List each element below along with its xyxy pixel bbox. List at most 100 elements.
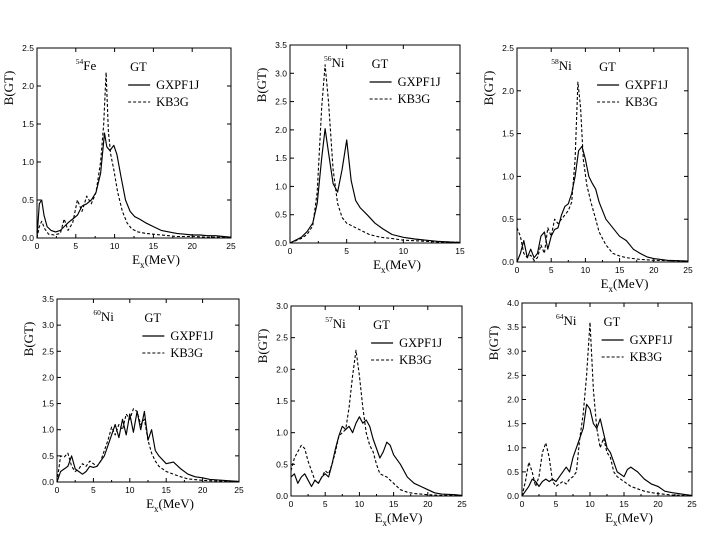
nucleus-mass: 64	[556, 312, 564, 321]
series-line-gxpf1j	[516, 145, 689, 263]
y-tick-label: 1.0	[276, 428, 288, 438]
y-tick-label: 1.5	[502, 129, 514, 139]
legend-entry: GXPF1J	[399, 336, 442, 350]
y-axis-label: B(GT)	[255, 329, 270, 364]
y-tick-label: 1.5	[507, 419, 519, 429]
panel-fe54: 0 5 10 15 20 25 0.0 0.5 1.0 1.5 2.0 2.5 B(GT) Ex(MeV)…	[1, 43, 236, 270]
transition-label: GT	[599, 60, 616, 74]
y-tick-label: 3.5	[275, 40, 287, 50]
plot-frame	[56, 298, 240, 483]
x-tick-label: 0	[55, 485, 60, 495]
x-axis-label-unit: (MeV)	[145, 252, 180, 267]
series-line-gxpf1j	[289, 128, 461, 244]
series-line-kb3g	[521, 321, 693, 497]
nucleus-mass: 54	[76, 57, 84, 66]
y-tick-label: 3.0	[42, 320, 54, 330]
x-tick-label: 5	[549, 265, 554, 275]
y-tick-label: 0.0	[275, 238, 287, 248]
y-tick-label: 0.0	[507, 491, 519, 501]
x-axis-label: Ex(MeV)	[601, 276, 649, 294]
y-tick-label: 3.0	[276, 301, 288, 311]
series-line-kb3g	[290, 349, 462, 496]
transition-label: GT	[604, 315, 621, 329]
y-tick-label: 0.5	[507, 467, 519, 477]
legend-entry: GXPF1J	[630, 333, 673, 347]
y-tick-label: 0.0	[42, 477, 54, 487]
x-axis-label-unit: (MeV)	[159, 496, 194, 511]
x-axis-label-sub: x	[383, 518, 388, 528]
x-tick-label: 0	[515, 265, 520, 275]
x-tick-label: 10	[125, 485, 135, 495]
transition-label: GT	[373, 318, 390, 332]
y-axis-label: B(GT)	[1, 71, 16, 106]
x-tick-label: 0	[520, 499, 525, 509]
series-line-gxpf1j	[290, 416, 463, 496]
x-axis-label: Ex(MeV)	[373, 257, 421, 275]
x-tick-label: 25	[234, 485, 244, 495]
panel-ni60: 0 5 10 15 20 25 0.0 0.5 1.0 1.5 2.0 2.5 3.0 3.5 B(GT) E…	[21, 294, 244, 514]
x-tick-label: 5	[344, 246, 349, 256]
y-tick-label: 1.5	[42, 399, 54, 409]
y-tick-label: 1.5	[22, 119, 34, 129]
y-tick-label: 0.5	[42, 451, 54, 461]
series-line-gxpf1j	[521, 403, 693, 497]
legend-entry: GXPF1J	[156, 78, 199, 92]
x-tick-label: 20	[649, 265, 659, 275]
y-tick-label: 0.0	[276, 491, 288, 501]
y-tick-label: 1.0	[507, 443, 519, 453]
nucleus-symbol: Ni	[564, 313, 577, 328]
legend-entry: KB3G	[170, 346, 203, 360]
x-tick-label: 20	[187, 241, 197, 251]
series-line-gxpf1j	[56, 410, 240, 483]
y-tick-label: 1.0	[502, 171, 514, 181]
legend-entry: KB3G	[398, 92, 431, 106]
nucleus-symbol: Ni	[332, 55, 345, 70]
x-tick-label: 10	[399, 246, 409, 256]
series-line-kb3g	[56, 408, 240, 483]
y-tick-label: 1.5	[276, 396, 288, 406]
nucleus-label: 58Ni	[551, 57, 572, 73]
x-axis-label-unit: (MeV)	[613, 276, 648, 291]
y-tick-label: 2.5	[507, 370, 519, 380]
x-tick-label: 15	[149, 241, 159, 251]
transition-label: GT	[144, 311, 161, 325]
series-line-gxpf1j	[36, 132, 232, 239]
nucleus-label: 54Fe	[76, 57, 97, 73]
y-tick-label: 1.5	[275, 153, 287, 163]
y-tick-label: 2.5	[276, 333, 288, 343]
series-line-kb3g	[289, 64, 461, 244]
y-tick-label: 1.0	[42, 425, 54, 435]
x-tick-label: 10	[110, 241, 120, 251]
x-tick-label: 20	[653, 499, 663, 509]
x-axis-label-main: E	[373, 257, 381, 272]
nucleus-label: 64Ni	[556, 312, 577, 328]
nucleus-label: 60Ni	[93, 308, 114, 324]
x-tick-label: 15	[161, 485, 171, 495]
legend-entry: KB3G	[630, 350, 663, 364]
legend-entry: KB3G	[399, 353, 432, 367]
panel-ni64: 0 5 10 15 20 25 0.0 0.5 1.0 1.5 2.0 2.5 3.0 3.5 4.0 B(G…	[486, 298, 697, 528]
x-tick-label: 5	[91, 485, 96, 495]
nucleus-symbol: Ni	[333, 316, 346, 331]
nucleus-label: 56Ni	[324, 54, 345, 70]
nucleus-mass: 57	[325, 315, 333, 324]
nucleus-symbol: Ni	[559, 58, 572, 73]
x-tick-label: 5	[73, 241, 78, 251]
x-tick-label: 0	[289, 499, 294, 509]
x-axis-label: Ex(MeV)	[375, 510, 423, 528]
y-tick-label: 0.5	[276, 459, 288, 469]
legend-entry: GXPF1J	[398, 75, 441, 89]
transition-label: GT	[372, 57, 389, 71]
y-tick-label: 2.5	[22, 43, 34, 53]
nucleus-label: 57Ni	[325, 315, 346, 331]
x-axis-label: Ex(MeV)	[146, 496, 194, 514]
x-tick-label: 15	[619, 499, 629, 509]
legend-entry: KB3G	[625, 95, 658, 109]
plot-frame	[36, 47, 232, 239]
x-axis-label-main: E	[375, 510, 383, 525]
y-tick-label: 0.5	[502, 214, 514, 224]
panel-ni58: 0 5 10 15 20 25 0.0 0.5 1.0 1.5 2.0 2.5 B(GT) Ex(MeV)…	[481, 43, 693, 294]
y-tick-label: 4.0	[507, 298, 519, 308]
nucleus-symbol: Fe	[83, 58, 96, 73]
